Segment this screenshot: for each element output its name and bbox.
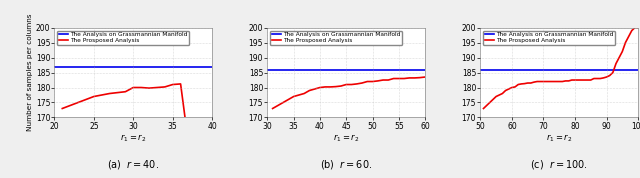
Text: (c)  $r = 100$.: (c) $r = 100$. [531, 158, 588, 171]
X-axis label: $r_1 = r_2$: $r_1 = r_2$ [333, 132, 360, 143]
Y-axis label: Number of samples per columns: Number of samples per columns [27, 14, 33, 131]
Legend: The Analysis on Grassmannian Manifold, The Prosposed Analysis: The Analysis on Grassmannian Manifold, T… [270, 30, 402, 45]
Text: (a)  $r = 40$.: (a) $r = 40$. [107, 158, 159, 171]
Legend: The Analysis on Grassmannian Manifold, The Prosposed Analysis: The Analysis on Grassmannian Manifold, T… [483, 30, 615, 45]
Legend: The Analysis on Grassmannian Manifold, The Prosposed Analysis: The Analysis on Grassmannian Manifold, T… [58, 30, 189, 45]
Text: (b)  $r = 60$.: (b) $r = 60$. [320, 158, 372, 171]
X-axis label: $r_1 = r_2$: $r_1 = r_2$ [120, 132, 147, 143]
X-axis label: $r_1 = r_2$: $r_1 = r_2$ [546, 132, 572, 143]
